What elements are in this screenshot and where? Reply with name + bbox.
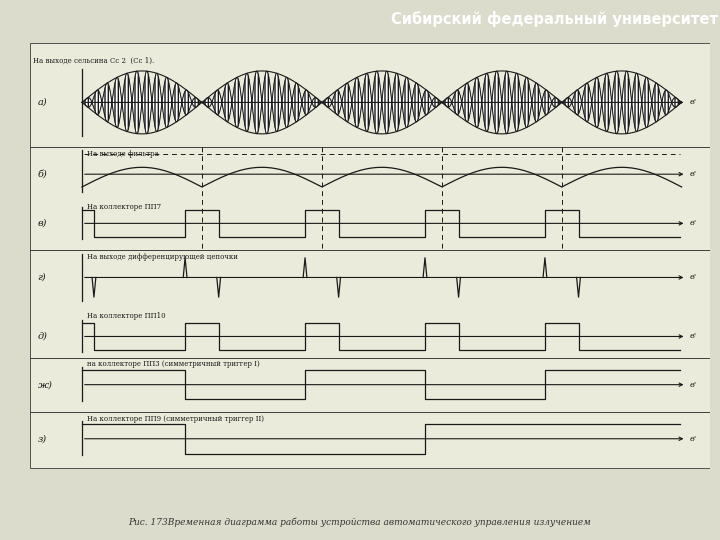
Text: в): в) <box>37 219 47 228</box>
Text: Рис. 173Временная диаграмма работы устройства автоматического управления излучен: Рис. 173Временная диаграмма работы устро… <box>129 518 591 527</box>
Text: ж): ж) <box>37 380 53 389</box>
Bar <box>30 43 710 147</box>
Text: на коллекторе ПП3 (симметричный триггер I): на коллекторе ПП3 (симметричный триггер … <box>86 360 259 368</box>
Text: в': в' <box>689 170 696 178</box>
Text: На коллекторе ПП9 (симметричный триггер II): На коллекторе ПП9 (симметричный триггер … <box>86 415 264 423</box>
Text: в': в' <box>689 381 696 389</box>
Text: б): б) <box>37 170 48 179</box>
Text: Сибирский федеральный университет: Сибирский федеральный университет <box>392 11 719 27</box>
Text: в': в' <box>689 219 696 227</box>
Text: в': в' <box>689 435 696 443</box>
Text: з): з) <box>37 434 47 443</box>
Bar <box>30 147 710 250</box>
Text: На коллекторе ПП10: На коллекторе ПП10 <box>86 312 166 320</box>
Text: г): г) <box>37 273 46 282</box>
Text: в': в' <box>689 98 696 106</box>
Text: На выходе фильтра: На выходе фильтра <box>86 150 158 158</box>
Text: в': в' <box>689 273 696 281</box>
Text: На выходе сельсина Сс 2  (Сс 1).: На выходе сельсина Сс 2 (Сс 1). <box>33 57 154 65</box>
Text: д): д) <box>37 332 48 341</box>
Text: а): а) <box>37 98 48 107</box>
Bar <box>30 412 710 468</box>
Text: На выходе дифференцирующей цепочки: На выходе дифференцирующей цепочки <box>86 253 238 261</box>
Text: На коллекторе ПП7: На коллекторе ПП7 <box>86 202 161 211</box>
Bar <box>30 358 710 412</box>
Bar <box>30 250 710 358</box>
Text: в': в' <box>689 333 696 341</box>
